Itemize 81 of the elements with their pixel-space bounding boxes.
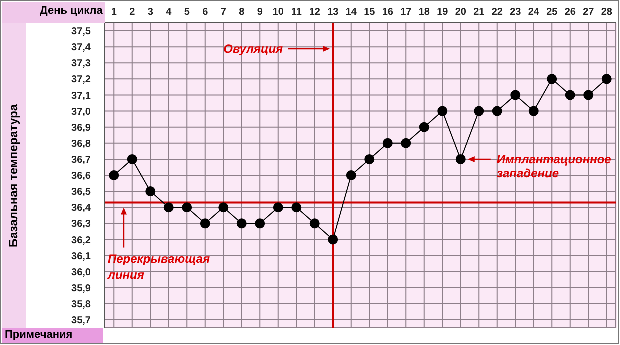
x-tick-label: 9 (257, 7, 264, 18)
x-tick-label: 10 (272, 7, 284, 18)
y-tick-label: 36,0 (72, 267, 92, 278)
y-tick-label: 36,9 (72, 122, 92, 134)
x-tick-label: 28 (601, 7, 613, 18)
point (438, 106, 448, 116)
point (200, 218, 210, 229)
y-tick-label: 37,2 (72, 74, 92, 86)
x-tick-label: 23 (510, 7, 522, 18)
x-tick-label: 8 (239, 7, 246, 18)
x-tick-label: 15 (364, 7, 376, 18)
point (547, 74, 558, 84)
x-tick-label: 25 (546, 7, 558, 18)
point (565, 90, 576, 100)
x-axis-title: День цикла (40, 5, 103, 17)
x-tick-label: 3 (148, 7, 154, 18)
point (382, 138, 393, 148)
y-tick-label: 36,3 (72, 219, 92, 230)
point (492, 106, 502, 116)
x-tick-label: 24 (528, 7, 540, 18)
y-tick-label: 36,6 (72, 171, 92, 182)
y-axis-title: Базальная температура (7, 104, 22, 248)
x-tick-label: 18 (418, 7, 430, 18)
x-tick-label: 14 (346, 7, 358, 18)
x-tick-label: 13 (328, 7, 340, 18)
ref-line-label: Овуляция (224, 42, 284, 56)
y-tick-label: 37,3 (72, 58, 92, 70)
x-tick-label: 11 (291, 7, 302, 18)
point (109, 170, 120, 180)
point (474, 106, 484, 116)
point (310, 218, 320, 229)
x-tick-label: 21 (474, 7, 486, 18)
x-tick-label: 5 (184, 7, 190, 18)
y-tick-label: 36,7 (72, 154, 92, 166)
y-tick-label: 37,4 (72, 42, 92, 54)
ref-line-label: Перекрывающая линия (107, 252, 210, 282)
x-tick-label: 6 (202, 7, 209, 18)
y-tick-label: 37,1 (72, 90, 92, 102)
x-tick-label: 4 (166, 7, 172, 18)
y-tick-label: 36,4 (72, 203, 92, 214)
y-tick-label: 35,8 (72, 299, 92, 310)
point (236, 218, 247, 229)
point (602, 74, 612, 84)
point (292, 202, 302, 213)
y-tick-label: 36,2 (72, 235, 92, 246)
y-tick-label: 35,7 (72, 316, 92, 327)
point (401, 138, 412, 148)
y-tick-label: 36,5 (72, 187, 92, 198)
point (273, 202, 284, 213)
x-tick-label: 16 (382, 7, 394, 18)
x-tick-label: 17 (400, 7, 412, 18)
x-tick-label: 22 (492, 7, 504, 18)
point (528, 106, 539, 116)
x-tick-label: 20 (455, 7, 467, 18)
x-tick-label: 12 (309, 7, 321, 18)
x-tick-label: 2 (130, 7, 136, 18)
point (584, 90, 594, 100)
y-tick-label: 37,0 (72, 106, 92, 118)
point (456, 154, 466, 164)
x-tick-label: 27 (583, 7, 595, 18)
point (419, 122, 430, 132)
x-tick-label: 1 (111, 7, 118, 18)
point (164, 202, 174, 213)
point (182, 202, 192, 213)
point (364, 154, 375, 164)
point (328, 234, 338, 245)
point (255, 218, 266, 229)
text: Примечания (2, 328, 103, 343)
y-tick-label: 35,9 (72, 283, 92, 294)
y-tick-label: 37,5 (72, 26, 92, 38)
x-tick-label: 7 (220, 7, 227, 18)
y-tick-label: 36,1 (72, 251, 92, 262)
point (346, 170, 356, 180)
annotation: Имплантационное западение (496, 152, 612, 180)
point (218, 202, 229, 213)
point (510, 90, 521, 100)
point (127, 154, 138, 164)
x-tick-label: 19 (437, 7, 449, 18)
y-tick-label: 36,8 (72, 138, 92, 150)
point (146, 186, 156, 197)
x-tick-label: 26 (564, 7, 576, 18)
